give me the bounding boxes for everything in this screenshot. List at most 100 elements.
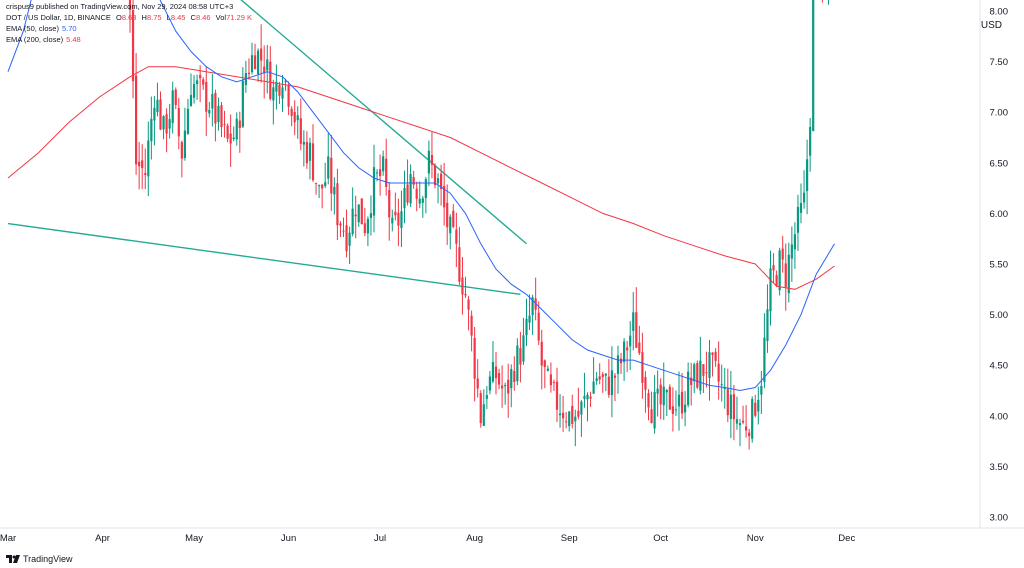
candle-body [491,361,495,382]
candle-body [183,130,186,159]
candle-body [501,385,504,389]
candle-body [180,142,183,159]
candle-body [351,208,354,234]
publisher-line: crispus9 published on TradingView.com, N… [6,2,234,11]
close-value: C8.46 [191,13,211,22]
candle-body [135,75,138,165]
candle-body [522,335,525,362]
candle-body [217,105,220,123]
candle-body [565,421,568,423]
candle-body [580,401,583,415]
time-tick-label: Sep [561,533,578,544]
candle-body [583,395,586,399]
candle-body [348,232,351,246]
high-label: H [141,13,147,22]
candle-body [619,358,623,364]
candle-body [531,297,534,316]
candle-body [781,248,784,260]
candle-body [513,370,516,383]
candle-body [382,156,385,172]
candle-body [488,376,491,391]
candle-body [461,277,464,295]
candle-body [305,141,308,164]
candle-body [696,363,699,388]
candle-body [153,107,156,121]
candle-body [214,92,217,124]
candle-body [308,142,312,161]
candle-body [199,74,202,79]
candle-body [144,173,147,176]
candle-body [626,347,629,351]
candle-body [235,118,238,140]
ema50-legend[interactable]: EMA (50, close) 5.70 [6,24,80,34]
candle-body [604,373,607,376]
candle-body [775,275,778,286]
ema200-legend[interactable]: EMA (200, close) 5.48 [6,35,84,45]
candle-body [189,95,193,107]
candle-body [784,263,787,288]
candle-body [314,182,318,184]
candle-body [537,312,540,341]
candle-body [540,341,543,366]
candle-body [354,214,357,217]
candle-body [641,352,644,383]
candle-body [632,312,635,331]
low-number: 8.45 [170,13,186,22]
low-label: L [166,13,171,22]
candle-body [674,409,678,411]
volume-value: Vol71.29 K [216,13,252,22]
close-number: 8.46 [195,13,211,22]
candle-body [141,160,144,168]
candle-body [165,114,168,134]
price-tick-label: 6.00 [990,209,1009,220]
candle-body [741,420,745,423]
candle-body [735,419,739,424]
time-tick-label: Dec [838,533,855,544]
candle-body [366,218,369,234]
price-tick-label: 7.50 [990,57,1009,68]
candle-body [680,391,684,414]
candle-body [375,172,379,174]
candle-body [754,402,757,416]
candle-body [427,150,430,174]
price-tick-label: 8.00 [990,7,1009,18]
candle-body [168,119,171,129]
candle-body [223,124,226,126]
candle-body [403,188,406,209]
candle-body [443,185,446,208]
candle-body [763,337,766,382]
candle-body [281,87,284,99]
candle-body [799,203,803,213]
candle-body [147,140,150,177]
candle-body [711,352,714,355]
candle-body [806,159,809,191]
candle-body [290,108,293,116]
ema200-line [7,66,835,290]
candle-body [192,83,196,98]
candle-body [610,370,613,396]
candle-body [436,178,440,184]
candle-body [238,120,241,129]
candle-body [635,312,638,348]
candle-body [229,133,232,144]
candle-body [653,391,656,429]
candle-body [787,254,790,294]
time-tick-label: Oct [653,533,668,544]
candle-body [333,186,336,195]
symbol-label[interactable]: DOT / US Dollar, 1D, BINANCE [6,13,111,22]
candle-body [708,352,711,379]
time-tick-label: Nov [747,533,764,544]
candle-body [470,315,473,336]
currency-label: USD [980,20,1002,31]
candle-body [656,388,659,394]
open-value: O8.63 [116,13,136,22]
candle-body [738,423,742,426]
candle-body [714,351,717,361]
tradingview-wordmark: TradingView [23,554,73,564]
candle-body [464,293,467,296]
candle-body [162,116,165,130]
candle-body [772,265,775,271]
candle-body [574,416,577,422]
candle-body [479,393,482,424]
